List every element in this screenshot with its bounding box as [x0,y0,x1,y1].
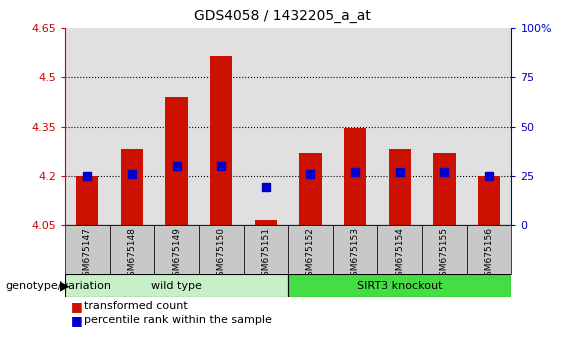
Text: ▶: ▶ [60,279,70,292]
Text: percentile rank within the sample: percentile rank within the sample [84,315,272,325]
Bar [210,56,232,225]
Bar [377,225,422,274]
Text: GSM675156: GSM675156 [485,227,493,282]
Text: GSM675155: GSM675155 [440,227,449,282]
Text: ■: ■ [71,300,82,313]
Text: genotype/variation: genotype/variation [6,281,112,291]
Text: GSM675150: GSM675150 [217,227,225,282]
Text: GSM675147: GSM675147 [83,227,92,282]
Bar [344,128,366,225]
Text: GSM675148: GSM675148 [128,227,136,282]
Text: SIRT3 knockout: SIRT3 knockout [357,281,442,291]
Bar [166,97,188,225]
Bar [110,225,154,274]
Bar [422,225,467,274]
Bar [389,149,411,225]
Bar [65,225,110,274]
Bar [76,176,98,225]
Text: GSM675154: GSM675154 [396,227,404,282]
Bar [333,225,377,274]
Text: GSM675149: GSM675149 [172,227,181,282]
Bar [199,225,244,274]
Text: GSM675151: GSM675151 [262,227,270,282]
Text: GSM675152: GSM675152 [306,227,315,282]
Bar [467,225,511,274]
Text: transformed count: transformed count [84,301,188,311]
Bar [244,225,288,274]
Bar [478,176,500,225]
Bar [255,220,277,225]
Bar [433,153,455,225]
Bar [299,153,321,225]
Text: ■: ■ [71,314,82,327]
Text: wild type: wild type [151,281,202,291]
Text: GDS4058 / 1432205_a_at: GDS4058 / 1432205_a_at [194,9,371,23]
Bar [121,149,143,225]
Text: GSM675153: GSM675153 [351,227,359,282]
Bar [288,225,333,274]
Bar [65,274,288,297]
Bar [288,274,511,297]
Bar [154,225,199,274]
